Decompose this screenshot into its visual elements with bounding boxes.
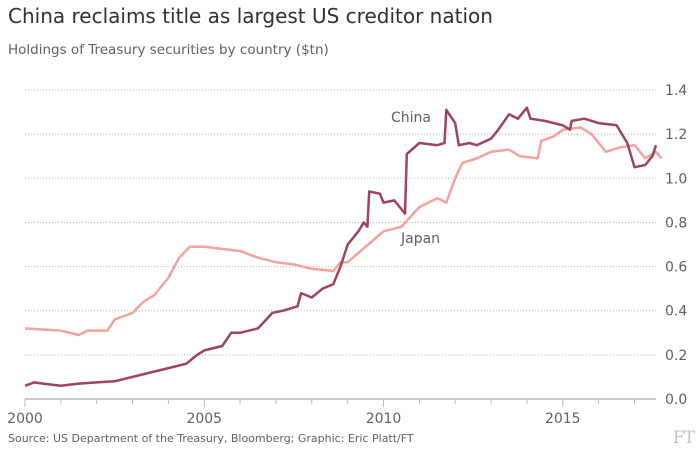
y-tick-label: 0.6 xyxy=(665,260,687,276)
chart-title: China reclaims title as largest US credi… xyxy=(8,4,493,28)
y-tick-label: 0.0 xyxy=(665,392,687,408)
y-tick-label: 0.4 xyxy=(665,304,687,320)
japan-label: Japan xyxy=(400,231,440,247)
source-note: Source: US Department of the Treasury, B… xyxy=(8,432,414,445)
x-tick-label: 2005 xyxy=(186,411,222,427)
series-line-china xyxy=(24,106,658,388)
ft-logo: FT xyxy=(672,428,695,448)
y-tick-label: 0.2 xyxy=(665,348,687,364)
y-tick-label: 1.4 xyxy=(665,83,687,99)
china-label: China xyxy=(391,110,431,126)
y-tick-label: 1.0 xyxy=(665,171,687,187)
x-tick-label: 2000 xyxy=(7,411,43,427)
y-tick-label: 1.2 xyxy=(665,127,687,143)
x-tick-label: 2010 xyxy=(366,411,402,427)
chart-subtitle: Holdings of Treasury securities by count… xyxy=(8,42,329,58)
y-tick-label: 0.8 xyxy=(665,215,687,231)
series-line-japan xyxy=(24,126,663,337)
x-tick-label: 2015 xyxy=(545,411,581,427)
